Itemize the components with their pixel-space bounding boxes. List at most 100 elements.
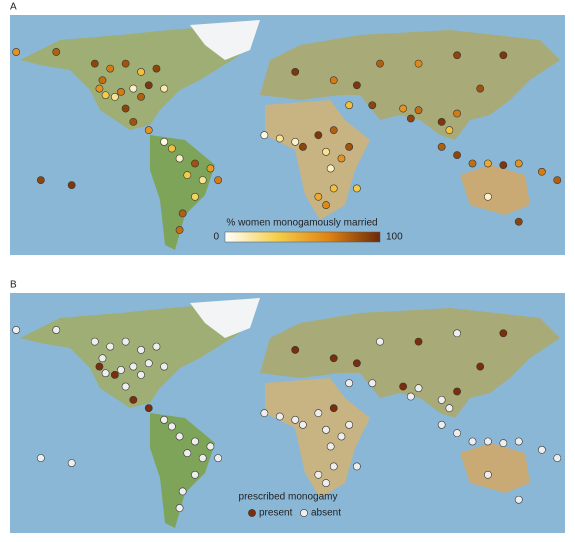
site-dot — [399, 104, 408, 113]
site-dot — [537, 445, 546, 454]
site-dot — [376, 59, 384, 68]
site-dot — [95, 84, 104, 93]
site-dot — [553, 176, 562, 185]
site-dot — [299, 420, 307, 429]
site-dot — [137, 346, 145, 354]
site-dot — [175, 432, 184, 441]
site-dot — [326, 442, 335, 451]
site-dot — [453, 51, 461, 60]
site-dot — [399, 382, 408, 391]
site-dot — [299, 142, 307, 151]
site-dot — [137, 370, 145, 379]
site-dot — [345, 420, 354, 429]
site-dot — [445, 126, 454, 135]
site-dot — [329, 76, 338, 85]
site-dot — [214, 454, 223, 463]
site-dot — [129, 362, 138, 371]
site-dot — [329, 184, 338, 193]
site-dot — [121, 382, 130, 391]
site-dot — [52, 326, 61, 334]
site-dot — [322, 425, 330, 434]
site-dot — [260, 409, 269, 418]
site-dot — [121, 104, 130, 113]
site-dot — [453, 109, 461, 118]
site-dot — [191, 159, 199, 168]
site-dot — [36, 454, 45, 463]
map-panel: A % women monogamously married 0 100 — [10, 2, 565, 255]
site-dot — [484, 437, 492, 446]
site-dot — [329, 354, 338, 363]
site-dot — [291, 68, 300, 76]
site-dot — [117, 88, 125, 96]
site-dot — [160, 84, 169, 93]
site-dot — [476, 362, 485, 371]
site-dot — [101, 91, 110, 100]
site-dot — [345, 379, 354, 388]
site-dot — [514, 437, 523, 446]
site-dot — [414, 384, 423, 393]
site-dot — [160, 415, 169, 424]
site-dot — [453, 387, 461, 396]
legend-swatch — [248, 509, 256, 517]
site-dot — [406, 114, 415, 123]
site-dot — [101, 369, 110, 378]
site-dot — [499, 161, 508, 170]
site-dot — [468, 159, 477, 168]
site-dot — [368, 101, 377, 110]
site-dot — [90, 59, 99, 68]
site-dot — [499, 329, 508, 338]
site-dot — [453, 151, 461, 160]
site-dot — [329, 462, 338, 471]
site-dot — [137, 68, 145, 76]
site-dot — [484, 470, 492, 479]
site-dot — [453, 329, 461, 338]
site-dot — [352, 359, 361, 368]
site-dot — [198, 454, 207, 463]
site-dot — [314, 131, 323, 140]
site-dot — [406, 392, 415, 401]
site-dot — [414, 59, 423, 68]
site-dot — [314, 470, 323, 479]
site-dot — [175, 504, 184, 512]
site-dot — [260, 131, 269, 140]
site-dot — [437, 420, 446, 429]
site-dot — [191, 192, 199, 201]
site-dot — [175, 226, 184, 234]
site-dot — [499, 439, 508, 448]
site-dot — [67, 459, 76, 467]
site-dot — [98, 354, 107, 363]
site-dot — [437, 395, 446, 404]
site-dot — [514, 159, 523, 168]
site-dot — [291, 415, 300, 424]
site-dot — [121, 337, 130, 346]
site-dot — [110, 370, 119, 379]
site-dot — [167, 144, 176, 153]
site-dot — [36, 176, 45, 185]
site-dot — [198, 176, 207, 185]
maps: A % women monogamously married 0 100 Bprescr… — [10, 2, 565, 533]
site-dot — [67, 181, 76, 189]
site-dot — [322, 201, 330, 209]
site-dot — [152, 342, 161, 351]
site-dot — [191, 470, 199, 479]
site-dot — [214, 176, 223, 185]
site-dot — [437, 117, 446, 126]
site-dot — [12, 48, 21, 56]
site-dot — [52, 48, 61, 56]
site-dot — [129, 117, 138, 126]
site-dot — [144, 126, 153, 135]
site-dot — [152, 64, 161, 73]
site-dot — [437, 142, 446, 151]
site-dot — [329, 404, 338, 413]
site-dot — [275, 134, 284, 143]
site-dot — [514, 495, 523, 504]
site-dot — [98, 76, 107, 85]
site-dot — [322, 147, 330, 156]
site-dot — [414, 106, 423, 115]
site-dot — [476, 84, 485, 93]
site-dot — [206, 442, 215, 451]
legend-label: absent — [311, 508, 341, 519]
panel-label: B — [10, 280, 17, 291]
